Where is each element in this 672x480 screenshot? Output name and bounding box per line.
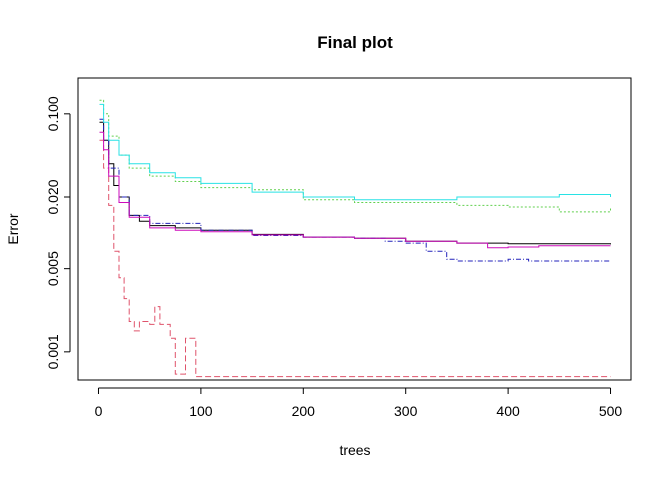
series-line-1 xyxy=(99,121,611,245)
y-tick-label: 0.001 xyxy=(45,334,61,369)
series-line-4 xyxy=(99,118,611,262)
y-axis-label: Error xyxy=(5,213,21,244)
y-axis: 0.001 0.005 0.020 0.100 xyxy=(45,96,71,369)
x-tick-label: 0 xyxy=(95,403,103,419)
y-tick-label: 0.020 xyxy=(45,179,61,214)
x-tick-label: 200 xyxy=(292,403,316,419)
x-axis: 0 100 200 300 400 500 xyxy=(95,387,623,419)
series-layer xyxy=(99,99,611,378)
series-line-3 xyxy=(99,99,611,213)
y-tick-label: 0.005 xyxy=(45,251,61,286)
plot-frame xyxy=(77,77,632,381)
x-tick-label: 100 xyxy=(189,403,213,419)
x-tick-label: 300 xyxy=(394,403,418,419)
series-line-6 xyxy=(99,131,611,249)
chart-title: Final plot xyxy=(317,33,393,52)
x-tick-label: 400 xyxy=(496,403,520,419)
series-line-5 xyxy=(99,103,611,201)
y-tick-label: 0.100 xyxy=(45,96,61,131)
x-tick-label: 500 xyxy=(599,403,623,419)
x-axis-label: trees xyxy=(339,442,370,458)
series-line-2 xyxy=(99,139,611,378)
